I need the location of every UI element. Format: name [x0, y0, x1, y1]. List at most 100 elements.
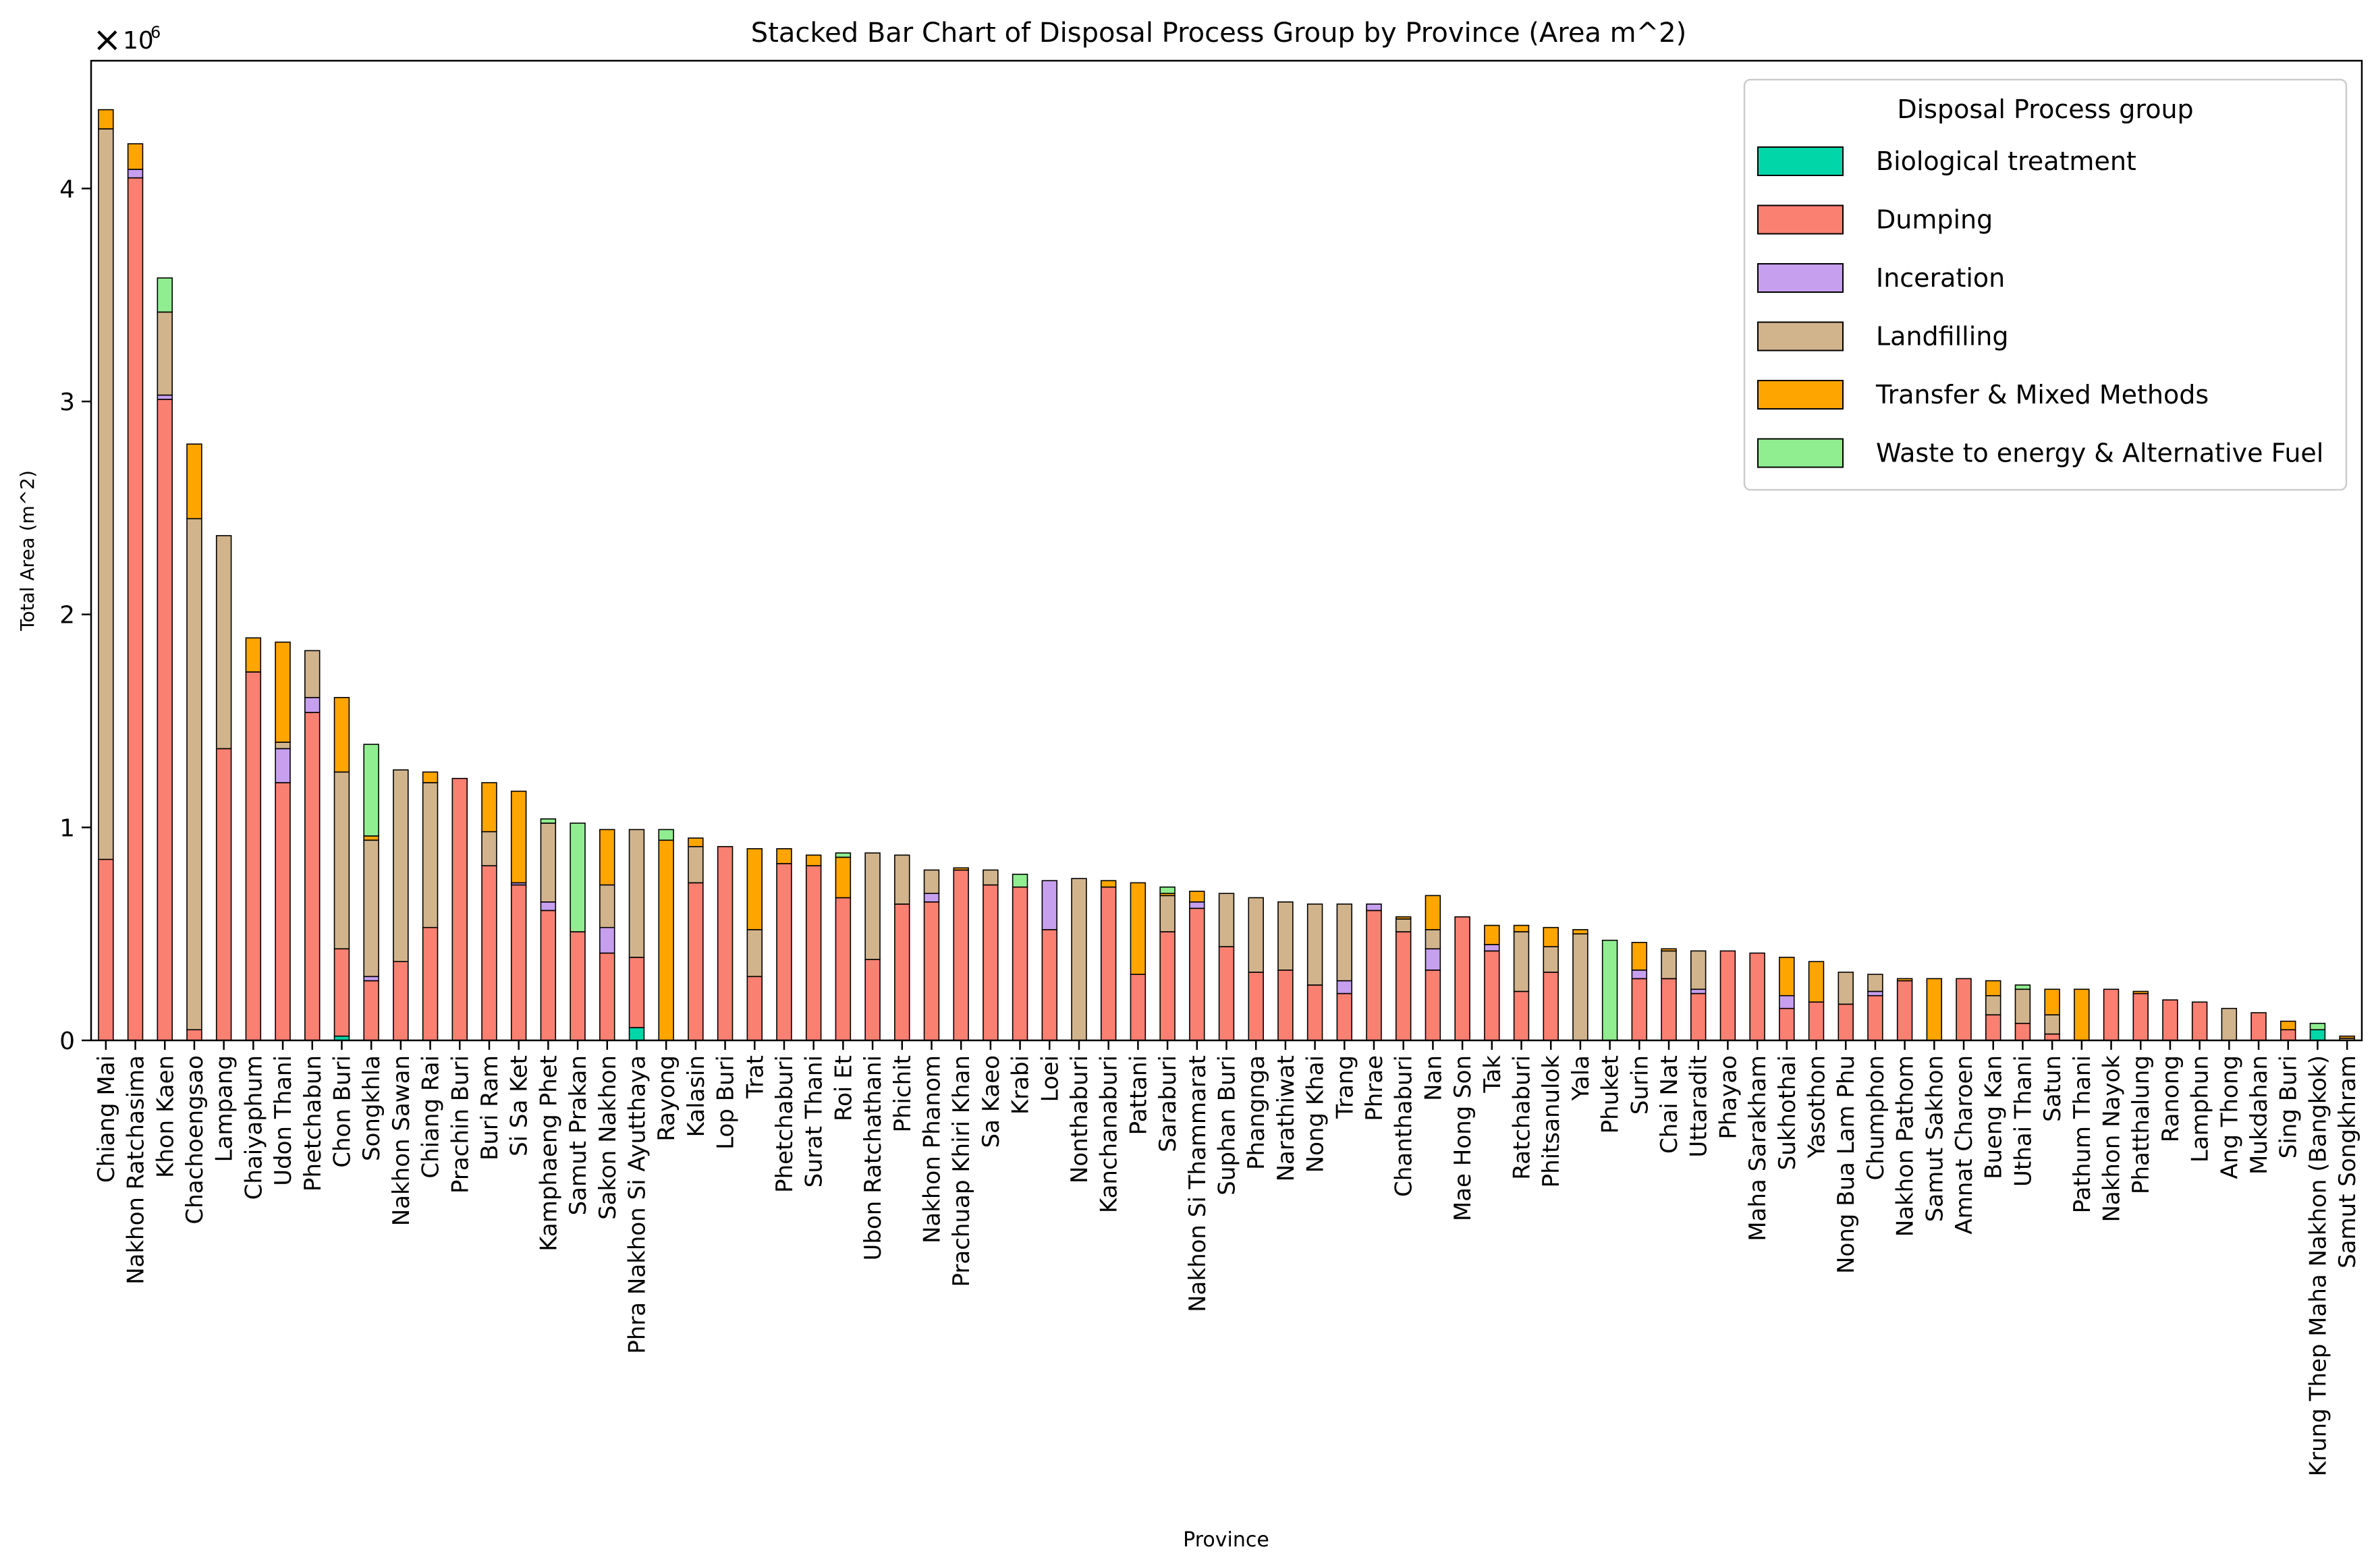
bar-segment — [1248, 972, 1264, 1041]
bar-segment — [1395, 916, 1412, 920]
legend: Disposal Process group Biological treatm… — [1743, 78, 2348, 491]
bar-segment — [1218, 946, 1235, 1041]
bar-segment — [1159, 886, 1176, 895]
bar-stack — [1867, 974, 1883, 1041]
bar-segment — [304, 697, 321, 713]
bar-segment — [2014, 988, 2031, 1024]
bar-segment — [2221, 1007, 2238, 1041]
bar-segment — [275, 641, 291, 743]
x-tick-label: Udon Thani — [270, 1055, 297, 1186]
x-tick-label: Maha Sarakham — [1744, 1055, 1771, 1241]
bar-segment — [1956, 978, 1972, 1041]
bar-stack — [2250, 1012, 2267, 1041]
bar-segment — [1159, 931, 1176, 1041]
bar-segment — [2014, 1022, 2031, 1041]
bar-stack — [746, 848, 763, 1041]
x-tick-label: Chai Nat — [1656, 1055, 1683, 1154]
x-tick-label: Samut Songkhram — [2334, 1055, 2361, 1268]
bar-segment — [510, 790, 527, 884]
bar-segment — [1425, 895, 1441, 930]
bar-segment — [1012, 873, 1028, 888]
bar-segment — [953, 867, 969, 871]
bar-stack — [864, 852, 881, 1041]
bar-segment — [540, 818, 557, 824]
bar-segment — [2309, 1029, 2326, 1041]
bar-stack — [628, 829, 645, 1041]
bar-segment — [2132, 990, 2149, 995]
bar-stack — [215, 535, 232, 1041]
legend-label: Landfilling — [1876, 322, 2008, 352]
bar-stack — [2103, 988, 2120, 1041]
bar-segment — [1631, 942, 1648, 971]
x-axis: Chiang Mai Nakhon Ratchasima Khon Kaen Chac… — [93, 1040, 2361, 1476]
bar-segment — [835, 856, 852, 899]
x-tick-label: Satun — [2039, 1055, 2066, 1122]
bar-segment — [1543, 926, 1559, 947]
bar-stack — [1661, 948, 1677, 1041]
x-tick-label: Phatthalung — [2128, 1055, 2155, 1194]
y-tick-label: 4 — [59, 175, 75, 203]
bar-segment — [1189, 901, 1205, 909]
bar-segment — [422, 926, 439, 1041]
bar-segment — [1513, 990, 1530, 1041]
bar-segment — [1130, 974, 1146, 1041]
bar-segment — [1867, 995, 1883, 1041]
bar-segment — [1306, 984, 1323, 1041]
x-tick-label: Yala — [1568, 1055, 1595, 1101]
bar-segment — [628, 829, 645, 958]
bar-stack — [451, 777, 468, 1041]
x-tick-label: Samut Sakhon — [1921, 1055, 1948, 1222]
bar-segment — [363, 839, 379, 978]
bar-segment — [245, 637, 262, 673]
legend-items: Biological treatment Dumping Inceration Lan… — [1757, 146, 2323, 468]
bar-segment — [1719, 950, 1736, 1041]
bar-stack — [186, 443, 202, 1041]
bar-segment — [2132, 992, 2149, 1041]
bar-stack — [275, 641, 291, 1041]
bar-segment — [1012, 886, 1028, 1041]
bar-segment — [1661, 978, 1677, 1041]
bar-stack — [658, 829, 674, 1041]
bar-segment — [570, 822, 586, 932]
bar-stack — [540, 818, 557, 1041]
bar-stack — [1601, 939, 1618, 1041]
x-tick-label: Songkhla — [358, 1055, 385, 1161]
bar-segment — [1985, 980, 2001, 997]
bar-segment — [1454, 916, 1470, 1041]
bar-stack — [1159, 886, 1176, 1041]
bar-stack — [1896, 978, 1913, 1041]
x-tick-label: Krung Thep Maha Nakhon (Bangkok) — [2304, 1055, 2331, 1476]
x-tick-label: Krabi — [1007, 1055, 1034, 1115]
bar-segment — [923, 901, 940, 1041]
bar-segment — [275, 741, 291, 750]
legend-title: Disposal Process group — [1897, 94, 2193, 124]
legend-swatch — [1757, 263, 1844, 293]
x-tick-label: Pattani — [1125, 1055, 1152, 1135]
bar-segment — [805, 854, 822, 866]
bar-stack — [1926, 978, 1943, 1041]
bar-segment — [1425, 970, 1441, 1041]
bar-segment — [1572, 929, 1588, 934]
bar-stack — [2191, 1001, 2208, 1041]
bar-segment — [481, 782, 497, 833]
bar-segment — [658, 829, 674, 841]
bar-segment — [1926, 978, 1943, 1041]
bar-segment — [1513, 931, 1530, 992]
bar-stack — [304, 650, 321, 1041]
bar-segment — [688, 837, 704, 847]
bar-stack — [1189, 891, 1205, 1041]
x-tick-label: Phetchaburi — [771, 1055, 798, 1193]
bar-stack — [1130, 882, 1146, 1041]
legend-swatch — [1757, 204, 1844, 235]
bar-segment — [363, 980, 379, 1041]
bar-segment — [628, 957, 645, 1028]
x-tick-label: Chumphon — [1862, 1055, 1889, 1180]
x-tick-label: Prachuap Khiri Khan — [948, 1055, 975, 1287]
bar-segment — [186, 1029, 202, 1041]
x-tick-label: Phayao — [1715, 1055, 1742, 1140]
bar-segment — [1779, 1007, 1795, 1041]
bar-stack — [1366, 903, 1382, 1041]
x-tick-label: Sa Kaeo — [978, 1055, 1005, 1148]
bar-segment — [776, 863, 792, 1041]
